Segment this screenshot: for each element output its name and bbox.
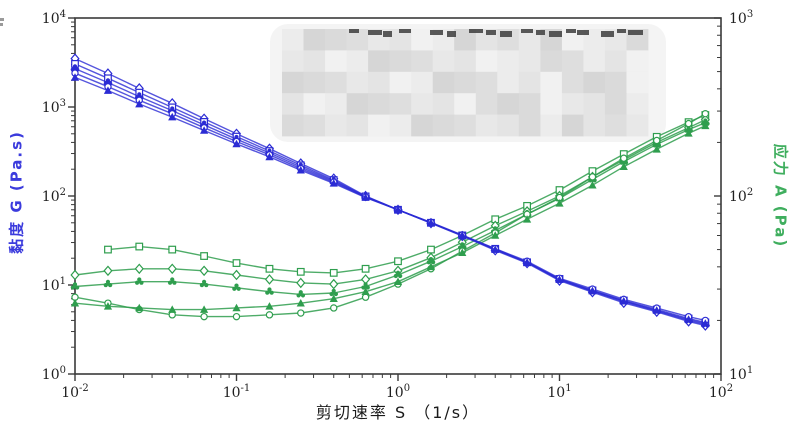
x-tick-label: 101: [547, 383, 571, 401]
left-tick-label: 104: [42, 9, 66, 27]
left-tick-label: 101: [42, 276, 66, 294]
edge-artifact: [0, 18, 4, 26]
stress-series-club: [70, 118, 710, 298]
x-tick-label: 10-2: [61, 383, 89, 401]
right-tick-label: 101: [729, 365, 753, 383]
left-tick-label: 103: [42, 98, 66, 116]
censored-title-mosaic: [270, 24, 666, 142]
x-tick-label: 100: [386, 383, 410, 401]
left-tick-label: 102: [42, 187, 66, 205]
plot-frame: [74, 17, 722, 375]
x-axis-title: 剪切速率 S （1/s）: [315, 403, 481, 422]
left-tick-label: 100: [42, 365, 66, 383]
right-tick-label: 102: [729, 187, 753, 205]
right-tick-label: 103: [729, 9, 753, 27]
censored-text-fragments: [349, 29, 643, 37]
viscosity-series-triangle: [70, 73, 710, 327]
x-tick-label: 10-1: [223, 383, 251, 401]
right-axis-title: 应力 A (Pa): [771, 143, 790, 249]
stress-series-square: [104, 111, 710, 277]
left-axis-title: 黏度 G (Pa.s): [7, 130, 26, 254]
x-tick-label: 102: [709, 383, 733, 401]
stress-series-triangle: [70, 121, 710, 313]
